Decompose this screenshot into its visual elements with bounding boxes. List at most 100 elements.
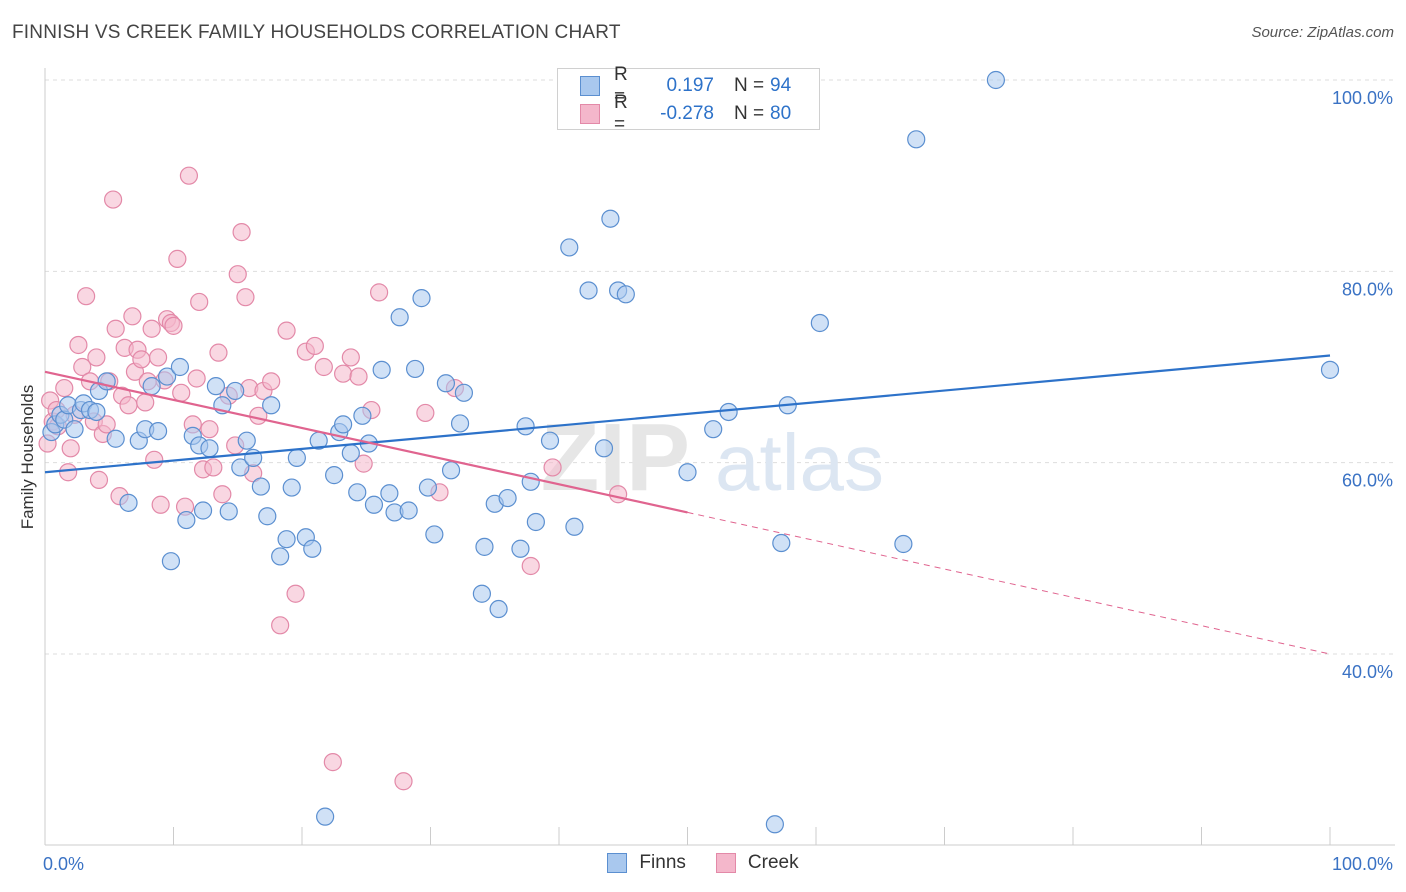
creek-swatch xyxy=(580,104,600,124)
creek-point xyxy=(232,223,251,242)
finns-point xyxy=(226,381,245,401)
creek-point xyxy=(204,458,223,477)
finns-point xyxy=(772,533,791,553)
finns-point xyxy=(316,807,335,826)
finns-point xyxy=(436,374,456,393)
legend-n-value: 80 xyxy=(770,103,792,124)
creek-point xyxy=(190,292,209,312)
creek-point xyxy=(228,265,247,284)
creek-point xyxy=(521,556,540,576)
creek-point xyxy=(97,415,116,434)
legend-r-label: R = xyxy=(614,64,628,107)
finns-point xyxy=(489,599,508,619)
finns-point xyxy=(65,420,84,439)
creek-point xyxy=(69,335,88,355)
finns-point xyxy=(678,463,697,482)
chart-title: FINNISH VS CREEK FAMILY HOUSEHOLDS CORRE… xyxy=(12,22,621,43)
creek-point xyxy=(55,378,74,398)
finns-point xyxy=(341,444,360,463)
y-tick-label: 60.0% xyxy=(1342,471,1393,491)
finns-point xyxy=(287,448,306,467)
creek-point xyxy=(341,348,360,367)
x-tick-label: 100.0% xyxy=(1332,854,1393,874)
creek-point xyxy=(61,439,80,458)
finns-legend-swatch xyxy=(607,853,628,873)
finns-point xyxy=(106,429,125,448)
creek-point xyxy=(286,584,305,603)
finns-point xyxy=(986,70,1006,90)
finns-point xyxy=(237,431,256,450)
creek-point xyxy=(106,319,125,338)
creek-point xyxy=(151,495,170,514)
creek-point xyxy=(59,463,78,482)
legend-item-finns[interactable]: Finns xyxy=(607,852,686,874)
creek-point xyxy=(323,753,342,772)
finns-point xyxy=(450,414,470,433)
finns-point xyxy=(560,238,579,257)
creek-point xyxy=(187,369,206,388)
creek-point xyxy=(277,321,296,340)
watermark-atlas: atlas xyxy=(715,418,884,507)
finns-point xyxy=(303,539,322,558)
creek-legend-label: Creek xyxy=(747,852,799,873)
creek-point xyxy=(89,470,109,489)
finns-point xyxy=(475,537,494,556)
finns-point xyxy=(441,461,461,480)
creek-point xyxy=(119,396,138,415)
legend-r-value: -0.278 xyxy=(660,103,714,124)
finns-point xyxy=(258,507,277,526)
axes xyxy=(44,68,1395,846)
finns-point xyxy=(200,439,219,458)
finns-point xyxy=(271,547,290,566)
finns-point xyxy=(119,493,138,512)
creek-point xyxy=(77,287,96,306)
creek-point xyxy=(609,485,628,504)
creek-point xyxy=(123,307,142,326)
finns-point xyxy=(704,420,723,439)
source-note: Source: ZipAtlas.com xyxy=(1251,24,1394,41)
creek-point xyxy=(305,336,324,356)
x-tick-label: 0.0% xyxy=(43,854,84,874)
creek-point xyxy=(142,319,161,338)
finns-point xyxy=(399,501,418,520)
creek-point xyxy=(148,348,168,367)
creek-trend-line-extended xyxy=(687,511,1331,655)
y-axis-label: Family Households xyxy=(18,384,37,530)
creek-point xyxy=(73,357,92,377)
finns-point xyxy=(372,360,391,379)
finns-point xyxy=(325,466,344,485)
finns-point xyxy=(1320,360,1340,379)
creek-point xyxy=(104,190,123,209)
finns-point xyxy=(601,209,620,228)
finns-point xyxy=(390,308,409,327)
legend-n-label: N = xyxy=(734,75,765,96)
finns-point xyxy=(177,510,196,530)
finns-point xyxy=(206,377,226,396)
creek-point xyxy=(168,249,187,268)
creek-point xyxy=(132,350,151,369)
finns-point xyxy=(348,483,367,502)
finns-point xyxy=(765,815,784,834)
x-tick-labels: 0.0% 100.0% xyxy=(43,854,1393,874)
y-tick-label: 40.0% xyxy=(1342,662,1393,682)
creek-point xyxy=(271,616,290,635)
finns-point xyxy=(498,488,517,508)
finns-point xyxy=(565,517,584,536)
creek-point xyxy=(145,450,164,469)
finns-point xyxy=(425,525,444,544)
finns-point xyxy=(540,431,560,450)
finns-point xyxy=(148,421,168,441)
legend-item-creek[interactable]: Creek xyxy=(715,852,799,874)
creek-point xyxy=(416,403,435,423)
legend-n-label: N = xyxy=(734,103,765,124)
finns-point xyxy=(193,501,213,520)
finns-point xyxy=(142,377,161,396)
finns-point xyxy=(334,415,353,434)
creek-point xyxy=(262,372,281,391)
finns-point xyxy=(353,406,372,425)
finns-point xyxy=(526,512,545,532)
creek-point xyxy=(172,383,191,402)
finns-point xyxy=(412,289,431,308)
y-tick-label: 80.0% xyxy=(1342,279,1393,299)
creek-point xyxy=(179,166,199,185)
